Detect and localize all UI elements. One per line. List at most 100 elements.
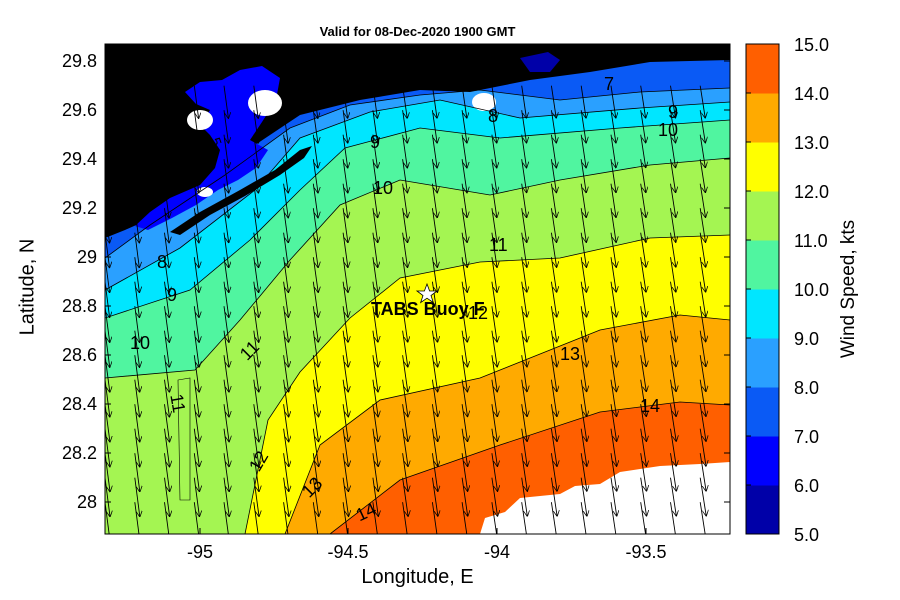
wind-arrow (223, 159, 229, 193)
wind-arrow (223, 257, 229, 292)
wind-arrow (372, 453, 378, 491)
wind-arrow (164, 85, 169, 119)
wind-arrow (699, 477, 706, 516)
wind-arrow (670, 257, 676, 292)
wind-arrow (105, 502, 110, 534)
wind-arrow (521, 453, 528, 491)
wind-arrow (342, 379, 348, 417)
wind-arrow (283, 502, 289, 534)
wind-arrows (105, 85, 706, 534)
colorbar-frame (745, 43, 780, 535)
wind-arrow (105, 379, 110, 417)
wind-arrow (193, 355, 199, 392)
colorbar-tick-label: 14.0 (794, 84, 829, 104)
y-axis-label: Latitude, N (16, 238, 39, 336)
wind-arrow (461, 85, 467, 118)
wind-arrow (312, 355, 318, 392)
wind-arrow (372, 477, 378, 517)
wind-arrow (134, 232, 140, 268)
wind-arrow (283, 330, 289, 367)
wind-arrow (491, 428, 498, 467)
wind-arrow (491, 306, 497, 342)
wind-arrow (670, 134, 676, 168)
wind-arrow (431, 110, 437, 143)
wind-arrow (105, 159, 109, 193)
wind-arrow (193, 110, 198, 143)
x-tick-label: -94.5 (327, 542, 368, 562)
wind-arrow (431, 453, 437, 491)
wind-arrow (491, 208, 497, 242)
wind-arrow (550, 355, 556, 391)
colorbar-tick-label: 11.0 (794, 231, 828, 251)
colorbar-swatch (746, 142, 779, 192)
tick-marks (105, 44, 730, 534)
wind-arrow (193, 306, 199, 342)
wind-arrow (640, 85, 646, 118)
wind-arrow (491, 379, 497, 417)
wind-arrow (521, 306, 527, 342)
wind-arrow (193, 85, 198, 119)
wind-arrow (580, 330, 586, 367)
wind-arrow (580, 355, 586, 391)
wind-arrow (193, 257, 199, 292)
wind-arrow (402, 134, 408, 168)
wind-arrow (461, 379, 467, 417)
station-label: TABS Buoy F (371, 299, 485, 319)
bay-water (135, 66, 280, 230)
wind-arrow (521, 404, 527, 441)
wind-arrow (461, 232, 467, 268)
wind-arrow (134, 379, 140, 417)
contour-label: 10 (658, 120, 678, 140)
wind-arrow (253, 232, 259, 268)
colorbar (746, 44, 779, 535)
wind-arrow (134, 306, 140, 342)
wind-arrow (223, 355, 229, 392)
contour-label: 10 (130, 333, 150, 353)
wind-arrow (580, 453, 587, 491)
y-tick-label: 28.2 (62, 443, 97, 463)
wind-arrow (223, 477, 229, 517)
wind-arrow (521, 159, 527, 192)
wind-arrow (670, 404, 677, 441)
wind-arrow (134, 502, 140, 534)
nodata-coastal-southeast (480, 462, 730, 534)
wind-arrow (699, 159, 705, 192)
wind-arrow (461, 134, 467, 168)
wind-arrow (253, 183, 259, 218)
wind-arrow (550, 404, 557, 441)
wind-arrow (253, 428, 259, 467)
wind-arrow (372, 159, 378, 193)
wind-arrow (312, 428, 318, 467)
wind-arrow (580, 502, 587, 534)
wind-arrow (640, 306, 646, 342)
wind-arrow (164, 379, 170, 417)
wind-arrow (640, 159, 646, 192)
wind-arrow (312, 257, 318, 292)
wind-arrow (461, 428, 468, 467)
wind-arrow (461, 453, 468, 491)
colorbar-swatch (746, 191, 779, 241)
wind-arrow (312, 281, 318, 318)
x-axis-label: Longitude, E (361, 566, 474, 588)
wind-arrow (550, 502, 557, 534)
wind-arrow (134, 355, 140, 392)
wind-arrow (342, 183, 348, 218)
colorbar-tick-label: 5.0 (794, 525, 819, 545)
wind-arrow (521, 355, 527, 391)
y-tick-label: 29.2 (62, 198, 97, 218)
wind-arrow (461, 404, 467, 441)
wind-arrow (670, 477, 677, 516)
wind-arrow (283, 453, 289, 491)
wind-arrow (670, 306, 676, 342)
wind-arrow (521, 183, 527, 218)
wind-arrow (134, 257, 140, 292)
wind-arrow (312, 453, 318, 491)
wind-arrow (491, 404, 497, 441)
y-tick-label: 29.6 (62, 100, 97, 120)
wind-arrow (491, 110, 497, 143)
x-tick-label: -93.5 (625, 542, 666, 562)
wind-arrow (134, 453, 140, 491)
wind-arrow (312, 330, 318, 367)
wind-arrow (283, 110, 289, 143)
wind-arrow (580, 159, 586, 192)
